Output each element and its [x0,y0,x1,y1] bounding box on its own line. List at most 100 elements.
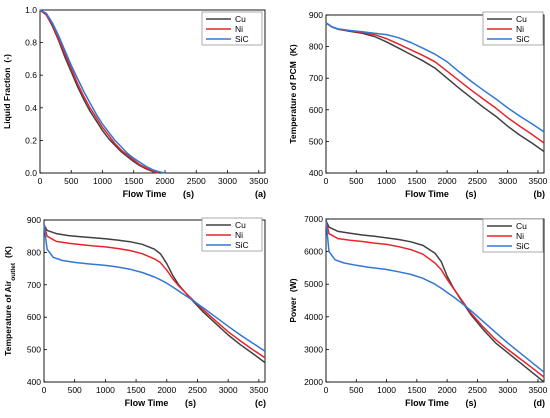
y-tick-label: 700 [309,73,323,83]
legend-label-sic: SiC [235,240,249,250]
y-axis-label-main: Temperature of PCM [288,61,298,144]
x-axis-unit: (s) [185,398,196,408]
y-tick-label: 0.4 [25,103,37,113]
x-tick-label: 3500 [249,176,268,186]
legend-label-cu: Cu [235,14,246,24]
y-tick-label: 6000 [304,247,323,257]
y-tick-label: 0.6 [25,70,37,80]
y-tick-label: 800 [27,247,41,257]
y-tick-label: 7000 [304,214,323,224]
x-tick-label: 2000 [157,385,176,395]
plot-frame [39,9,266,174]
y-tick-label: 500 [309,136,323,146]
x-tick-label: 0 [38,176,43,186]
legend-label-cu: Cu [235,220,246,230]
plot-frame [325,218,545,383]
y-axis-unit: (K) [3,246,13,258]
x-tick-label: 1000 [377,176,396,186]
plot-frame [43,219,266,383]
y-tick-label: 800 [309,42,323,52]
series-line-cu [325,220,545,383]
x-tick-label: 3000 [218,176,237,186]
x-tick-label: 2000 [438,385,457,395]
y-tick-label: 0.2 [25,135,37,145]
series-line-cu [39,9,156,174]
panel-label: (c) [255,398,266,408]
chart-panel-3: 0 500 1000 1500 2000 2500 3000 3500 400 500 600 700… [3,215,269,408]
legend-label-sic: SiC [235,34,249,44]
x-tick-label: 1000 [96,385,115,395]
x-tick-label: 0 [324,385,329,395]
y-tick-label: 1.0 [25,5,37,15]
x-tick-label: 3500 [528,385,547,395]
y-axis-label: Temperature of Airoutlet (K) [3,246,17,356]
legend-label-sic: SiC [516,241,530,251]
x-axis-unit: (s) [466,189,477,199]
x-tick-label: 0 [324,176,329,186]
y-tick-label: 4000 [304,312,323,322]
series-line-ni [43,224,266,359]
plot-frame [325,14,545,174]
x-tick-label: 500 [68,385,82,395]
legend-label-sic: SiC [516,34,530,44]
x-tick-label: 1500 [124,176,143,186]
y-tick-label: 900 [309,10,323,20]
y-tick-label: 500 [27,345,41,355]
series-line-ni [39,9,160,174]
series-line-cu [43,224,266,364]
x-tick-label: 2000 [438,176,457,186]
x-tick-label: 0 [42,385,47,395]
legend-label-ni: Ni [516,231,524,241]
x-tick-label: 2500 [188,385,207,395]
series-line-ni [325,220,545,378]
x-tick-label: 500 [64,176,78,186]
y-tick-label: 5000 [304,279,323,289]
series-line-sic [43,224,266,352]
x-axis-label: Flow Time [405,398,449,408]
y-axis-unit: (K) [288,44,298,56]
x-tick-label: 3000 [498,176,517,186]
series-line-sic [39,9,166,174]
x-axis-label: Flow Time [405,189,449,199]
x-tick-label: 3000 [219,385,238,395]
legend-label-cu: Cu [516,221,527,231]
x-tick-label: 2500 [187,176,206,186]
y-axis-label: Power (W) [288,278,298,322]
legend-label-ni: Ni [235,230,243,240]
y-tick-label: 400 [309,168,323,178]
y-tick-label: 600 [309,105,323,115]
y-tick-label: 3000 [304,344,323,354]
chart-panel-1: 0 500 1000 1500 2000 2500 3000 3500 0.0 0.2 0.4 0.6… [2,5,268,199]
legend-label-cu: Cu [516,14,527,24]
panel-label: (b) [534,189,546,199]
panel-label: (a) [255,189,266,199]
y-tick-label: 2000 [304,377,323,387]
chart-panel-4: 0 500 1000 1500 2000 2500 3000 3500 2000 3000 4000… [288,214,548,408]
y-axis-label: Temperature of PCM (K) [288,44,298,143]
panel-label: (d) [534,398,546,408]
y-axis-label: Liquid Fraction (-) [2,54,12,129]
x-axis-unit: (s) [466,398,477,408]
x-tick-label: 500 [349,176,363,186]
x-axis-label: Flow Time [125,398,169,408]
y-axis-unit: (-) [2,54,12,63]
y-axis-label-main: Liquid Fraction [2,68,12,129]
x-tick-label: 1500 [407,385,426,395]
y-axis-label-main: Power [288,296,298,322]
y-axis-unit: (W) [288,278,298,292]
legend-label-ni: Ni [516,24,524,34]
y-tick-label: 0.8 [25,38,37,48]
x-tick-label: 3500 [249,385,268,395]
y-tick-label: 700 [27,280,41,290]
y-tick-label: 900 [27,215,41,225]
x-tick-label: 2500 [468,385,487,395]
legend-label-ni: Ni [235,24,243,34]
x-tick-label: 3000 [498,385,517,395]
y-axis-label-main: Temperature of Air [3,280,13,356]
x-tick-label: 1500 [407,176,426,186]
